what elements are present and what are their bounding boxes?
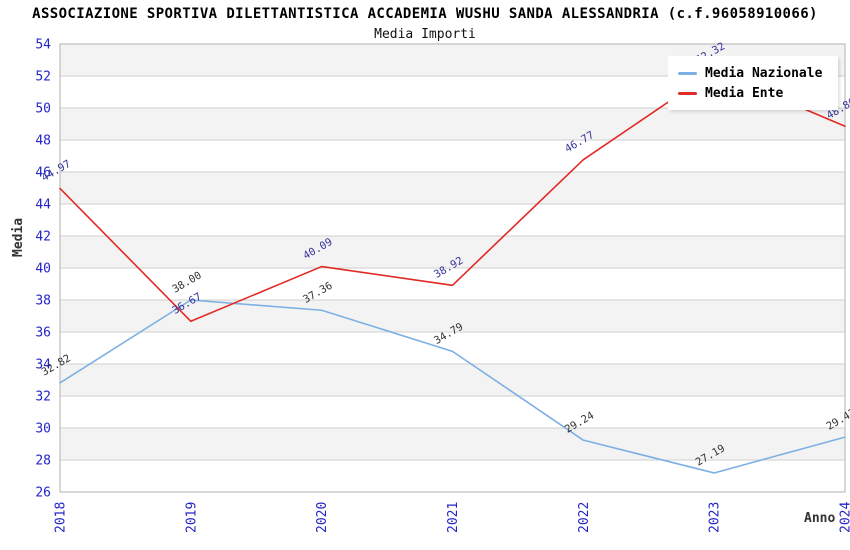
grid-band [60,300,845,332]
x-tick-label: 2023 [708,502,723,533]
y-tick-label: 38 [35,294,51,309]
x-tick-label: 2022 [577,502,592,533]
legend-item-media-nazionale[interactable]: Media Nazionale [678,63,830,83]
legend: Media Nazionale Media Ente [668,56,838,110]
y-tick-label: 28 [35,454,51,469]
legend-label: Media Ente [705,85,784,101]
y-tick-label: 30 [35,422,51,437]
series-line-media-nazionale [59,299,846,474]
y-tick-label: 44 [35,198,51,213]
grid-band [60,428,845,460]
grid-band [60,236,845,268]
plot-border [59,43,846,493]
chart-title: ASSOCIAZIONE SPORTIVA DILETTANTISTICA AC… [32,6,818,22]
y-axis-title: Media [11,217,26,257]
grid-band [60,172,845,204]
media-ente-line-swatch-icon [678,91,697,95]
x-tick-label: 2024 [839,502,850,533]
grid-band [60,108,845,140]
chart-subtitle: Media Importi [374,27,476,42]
y-tick-label: 50 [35,102,51,117]
y-tick-label: 48 [35,134,51,149]
data-label: 29.43 [825,407,850,433]
y-tick-label: 32 [35,390,51,405]
media-nazionale-line-swatch-icon [678,71,697,75]
y-tick-label: 26 [35,486,51,501]
grid-band [60,364,845,396]
y-tick-label: 52 [35,70,51,85]
x-tick-label: 2018 [54,502,69,533]
legend-item-media-ente[interactable]: Media Ente [678,83,830,103]
x-tick-label: 2019 [184,502,199,533]
x-tick-label: 2021 [446,502,461,533]
data-label: 38.00 [170,269,203,295]
y-tick-label: 34 [35,358,51,373]
y-tick-label: 54 [35,38,51,53]
y-tick-label: 42 [35,230,51,245]
x-tick-label: 2020 [315,502,330,533]
legend-label: Media Nazionale [705,65,823,81]
y-tick-label: 46 [35,166,51,181]
y-tick-label: 36 [35,326,51,341]
y-tick-label: 40 [35,262,51,277]
x-axis-title: Anno [804,511,836,526]
